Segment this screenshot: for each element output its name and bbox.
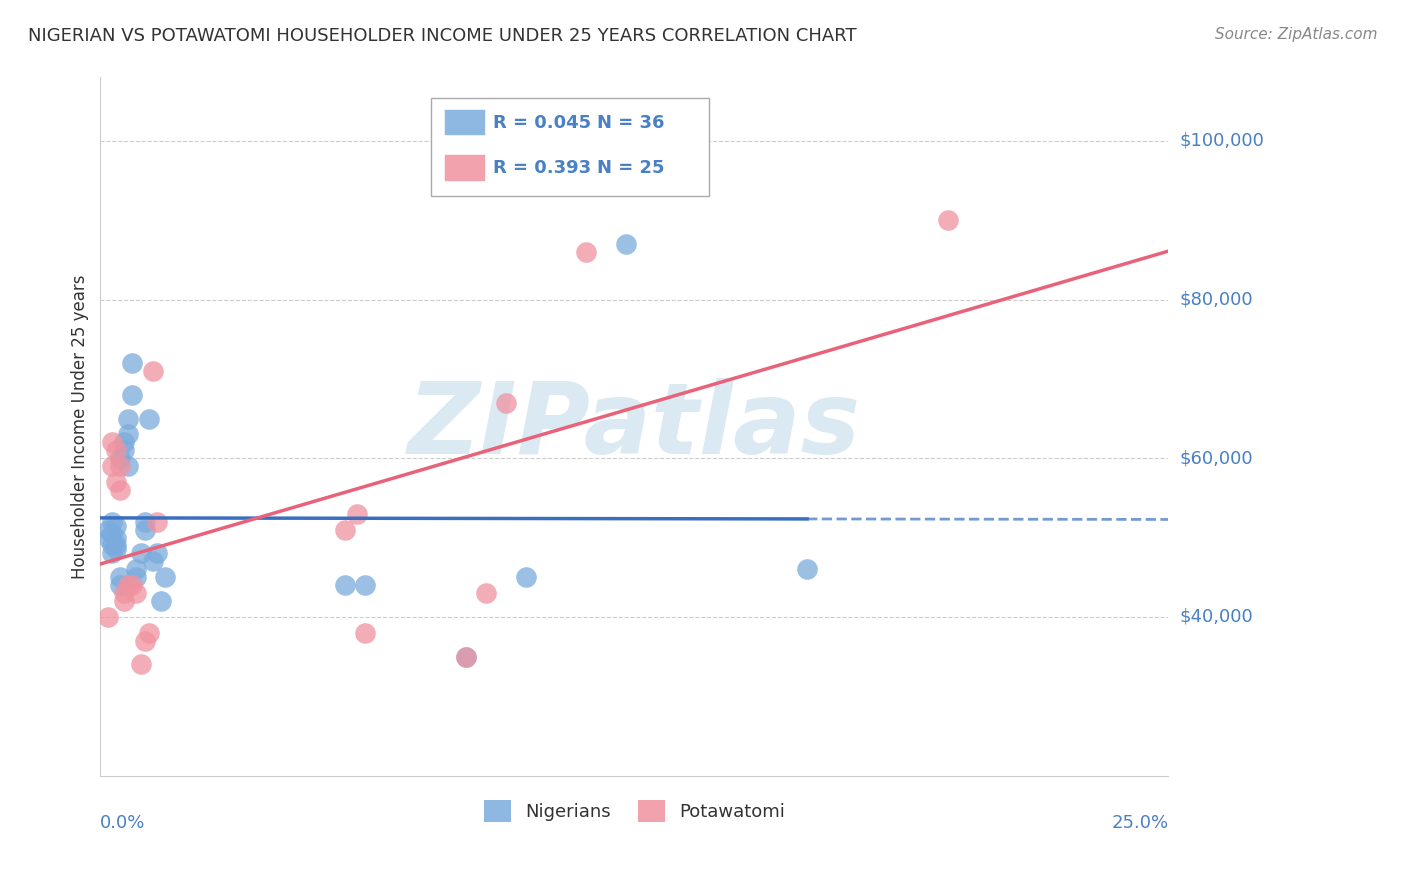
FancyBboxPatch shape [444, 109, 485, 136]
Point [142, 364, 165, 378]
Point [105, 542, 128, 557]
Point [105, 531, 128, 545]
Point [145, 546, 167, 560]
Point [105, 475, 128, 489]
Point [346, 507, 368, 521]
Point [110, 578, 132, 592]
Point [515, 570, 537, 584]
Text: 0.0%: 0.0% [100, 814, 146, 832]
Point [134, 633, 156, 648]
Point [125, 562, 148, 576]
Point [149, 594, 172, 608]
Point [121, 388, 143, 402]
Point [125, 570, 148, 584]
Point [117, 459, 139, 474]
Point [134, 523, 156, 537]
Point [134, 515, 156, 529]
Point [101, 435, 124, 450]
Point [335, 578, 357, 592]
Point [117, 427, 139, 442]
Text: Source: ZipAtlas.com: Source: ZipAtlas.com [1215, 27, 1378, 42]
Point [495, 395, 517, 409]
Text: N = 25: N = 25 [598, 159, 665, 178]
Point [97, 523, 120, 537]
Point [138, 625, 160, 640]
Point [114, 435, 136, 450]
Point [101, 539, 124, 553]
Text: 25.0%: 25.0% [1111, 814, 1168, 832]
Point [936, 213, 959, 227]
Legend: Nigerians, Potawatomi: Nigerians, Potawatomi [477, 793, 793, 830]
Point [145, 515, 167, 529]
Point [129, 657, 152, 672]
Point [97, 531, 120, 545]
Point [616, 237, 638, 252]
Text: $60,000: $60,000 [1180, 450, 1253, 467]
Point [117, 578, 139, 592]
Y-axis label: Householder Income Under 25 years: Householder Income Under 25 years [72, 274, 89, 579]
Point [105, 443, 128, 458]
Point [354, 578, 377, 592]
FancyBboxPatch shape [432, 98, 709, 196]
Point [105, 539, 128, 553]
Point [110, 451, 132, 466]
Point [454, 649, 477, 664]
Text: R = 0.393: R = 0.393 [494, 159, 592, 178]
Point [796, 562, 818, 576]
Point [110, 483, 132, 497]
Point [454, 649, 477, 664]
Point [575, 244, 598, 259]
Point [101, 515, 124, 529]
Point [335, 523, 357, 537]
Point [129, 546, 152, 560]
Point [105, 518, 128, 533]
Point [138, 411, 160, 425]
Text: NIGERIAN VS POTAWATOMI HOUSEHOLDER INCOME UNDER 25 YEARS CORRELATION CHART: NIGERIAN VS POTAWATOMI HOUSEHOLDER INCOM… [28, 27, 856, 45]
Text: $80,000: $80,000 [1180, 291, 1253, 309]
Text: $40,000: $40,000 [1180, 607, 1253, 626]
Text: $100,000: $100,000 [1180, 132, 1264, 150]
Text: ZIPatlas: ZIPatlas [408, 378, 860, 475]
Point [114, 594, 136, 608]
Point [114, 443, 136, 458]
FancyBboxPatch shape [444, 154, 485, 181]
Point [142, 554, 165, 568]
Point [125, 586, 148, 600]
Text: N = 36: N = 36 [598, 114, 665, 132]
Point [354, 625, 377, 640]
Point [97, 610, 120, 624]
Point [153, 570, 176, 584]
Point [101, 546, 124, 560]
Point [110, 459, 132, 474]
Point [121, 356, 143, 370]
Point [114, 586, 136, 600]
Point [110, 570, 132, 584]
Point [121, 578, 143, 592]
Text: R = 0.045: R = 0.045 [494, 114, 592, 132]
Point [117, 411, 139, 425]
Point [101, 526, 124, 541]
Point [101, 459, 124, 474]
Point [475, 586, 498, 600]
